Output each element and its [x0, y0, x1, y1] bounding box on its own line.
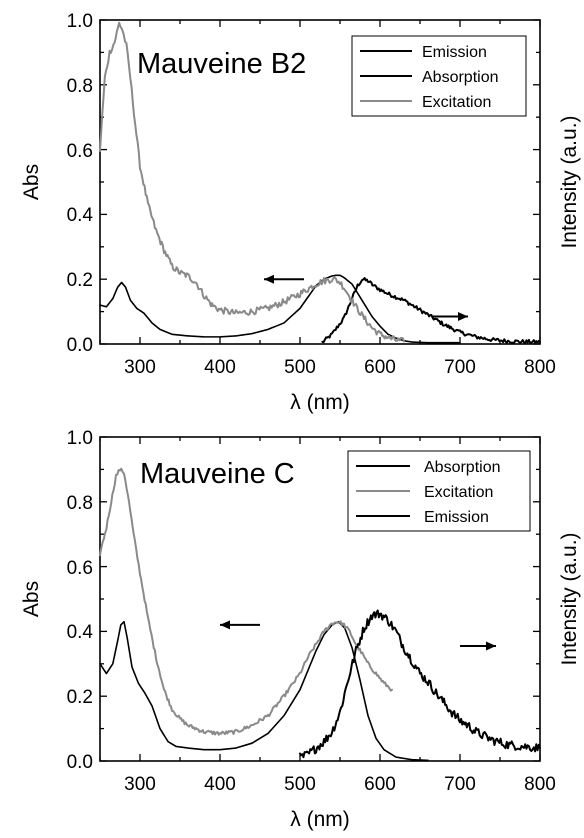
axis-ticks: [99, 436, 541, 762]
series-line-excitation: [99, 467, 393, 736]
y-axis-label: Abs: [20, 581, 43, 617]
y-tick-label: 1.0: [67, 11, 93, 32]
y2-axis-label: Intensity (a.u.): [558, 115, 581, 248]
legend-label: Excitation: [424, 484, 493, 501]
x-tick-label: 300: [124, 357, 156, 378]
y-axis-label: Abs: [20, 164, 43, 200]
x-tick-label: 600: [364, 774, 396, 795]
legend-label: Emission: [422, 44, 487, 61]
y-tick-label: 0.8: [67, 493, 93, 514]
legend: Absorption Excitation Emission: [347, 450, 531, 532]
x-tick-label: 700: [444, 774, 476, 795]
y-tick-labels: 0.0 0.2 0.4 0.6 0.8 1.0: [67, 11, 94, 356]
y-tick-label: 0.8: [67, 76, 93, 97]
y-tick-label: 0.6: [67, 141, 93, 162]
series-layer: [99, 467, 541, 762]
y2-axis-label: Intensity (a.u.): [558, 532, 581, 665]
arrow-right-head: [486, 641, 496, 651]
y-tick-label: 0.2: [67, 687, 93, 708]
chart-title: Mauveine C: [140, 458, 295, 490]
series-line-absorption: [99, 620, 429, 762]
x-tick-label: 700: [444, 357, 476, 378]
chart-title: Mauveine B2: [137, 48, 306, 80]
chart-panel-mauveine-c: 300 400 500 600 700 800 0.0 0.2 0.4 0.6 …: [20, 428, 581, 831]
x-tick-label: 800: [524, 357, 556, 378]
x-tick-label: 500: [284, 774, 316, 795]
x-tick-labels: 300 400 500 600 700 800: [124, 357, 556, 378]
axis-arrows: [220, 620, 496, 651]
x-axis-label: λ (nm): [290, 391, 350, 414]
x-tick-label: 300: [124, 774, 156, 795]
axis-ticks: [99, 19, 541, 345]
y-tick-label: 1.0: [67, 428, 93, 449]
x-tick-label: 500: [284, 357, 316, 378]
x-axis-label: λ (nm): [290, 808, 350, 831]
series-layer: [99, 21, 541, 345]
x-tick-labels: 300 400 500 600 700 800: [124, 774, 556, 795]
legend-label: Emission: [424, 509, 489, 526]
arrow-left-head: [220, 620, 230, 630]
y-tick-label: 0.4: [67, 622, 94, 643]
arrow-left-head: [264, 274, 274, 284]
y-tick-label: 0.6: [67, 558, 93, 579]
x-tick-label: 800: [524, 774, 556, 795]
x-tick-label: 400: [204, 774, 236, 795]
y-tick-labels: 0.0 0.2 0.4 0.6 0.8 1.0: [67, 428, 94, 773]
legend-label: Absorption: [424, 459, 501, 476]
legend: Emission Absorption Excitation: [351, 35, 527, 117]
arrow-right-head: [458, 311, 468, 321]
x-tick-label: 600: [364, 357, 396, 378]
legend-label: Absorption: [422, 69, 499, 86]
series-line-absorption: [99, 274, 461, 344]
y-tick-label: 0.0: [67, 335, 93, 356]
y-tick-label: 0.0: [67, 752, 93, 773]
series-line-excitation: [99, 21, 405, 343]
legend-label: Excitation: [422, 94, 491, 111]
series-line-emission: [321, 277, 541, 345]
x-tick-label: 400: [204, 357, 236, 378]
y-tick-label: 0.2: [67, 270, 93, 291]
y-tick-label: 0.4: [67, 205, 94, 226]
axis-arrows: [264, 274, 468, 321]
chart-panel-mauveine-b2: 300 400 500 600 700 800 0.0 0.2 0.4 0.6 …: [20, 11, 581, 414]
series-line-emission: [299, 609, 541, 759]
